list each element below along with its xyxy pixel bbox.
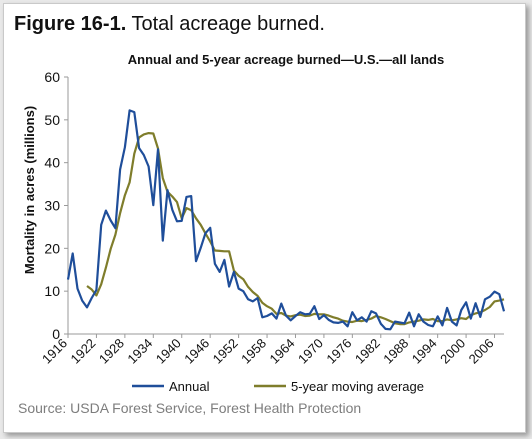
x-tick-label: 1958 bbox=[238, 336, 269, 367]
y-axis: 0 10 20 30 40 50 60 bbox=[44, 69, 69, 342]
x-tick-label: 1970 bbox=[295, 336, 326, 367]
legend-label: Annual bbox=[169, 379, 210, 394]
chart-title: Annual and 5-year acreage burned—U.S.—al… bbox=[128, 52, 444, 67]
x-tick-label: 1994 bbox=[409, 336, 440, 367]
y-tick-label: 20 bbox=[44, 240, 60, 256]
x-tick-label: 1946 bbox=[181, 336, 212, 367]
y-tick-label: 10 bbox=[44, 283, 60, 299]
x-tick-label: 1988 bbox=[380, 336, 411, 367]
x-tick-label: 1916 bbox=[39, 336, 70, 367]
y-tick-label: 0 bbox=[52, 326, 60, 342]
moving-average-series-line bbox=[86, 132, 505, 326]
y-tick-label: 60 bbox=[44, 69, 60, 85]
x-tick-label: 1940 bbox=[153, 336, 184, 367]
x-axis: 1916192219281934194019461952195819641970… bbox=[39, 333, 504, 367]
legend: Annual 5-year moving average bbox=[132, 379, 424, 394]
figure-caption: Total acreage burned. bbox=[131, 13, 325, 35]
source-note: Source: USDA Forest Service, Forest Heal… bbox=[18, 400, 362, 416]
figure-title: Figure 16-1. Total acreage burned. bbox=[14, 13, 325, 36]
figure-number: Figure 16-1. bbox=[14, 13, 127, 35]
legend-annual: Annual bbox=[132, 379, 210, 394]
series-layer bbox=[66, 109, 506, 331]
x-tick-label: 1982 bbox=[352, 336, 383, 367]
x-tick-label: 1922 bbox=[67, 336, 98, 367]
x-tick-label: 1928 bbox=[96, 336, 127, 367]
y-tick-label: 40 bbox=[44, 155, 60, 171]
legend-moving-average: 5-year moving average bbox=[254, 379, 424, 394]
legend-label: 5-year moving average bbox=[291, 379, 424, 394]
line-chart: Annual and 5-year acreage burned—U.S.—al… bbox=[22, 52, 506, 394]
y-axis-label: Mortality in acres (millions) bbox=[22, 106, 37, 274]
x-tick-label: 2000 bbox=[437, 336, 468, 367]
x-tick-label: 2006 bbox=[466, 336, 497, 367]
x-tick-label: 1934 bbox=[124, 336, 155, 367]
y-tick-label: 30 bbox=[44, 198, 60, 214]
annual-series-line bbox=[66, 109, 506, 331]
y-tick-label: 50 bbox=[44, 112, 60, 128]
x-tick-label: 1964 bbox=[267, 336, 298, 367]
figure-card: Figure 16-1. Total acreage burned. Annua… bbox=[3, 3, 526, 433]
x-tick-label: 1976 bbox=[323, 336, 354, 367]
x-tick-label: 1952 bbox=[210, 336, 241, 367]
